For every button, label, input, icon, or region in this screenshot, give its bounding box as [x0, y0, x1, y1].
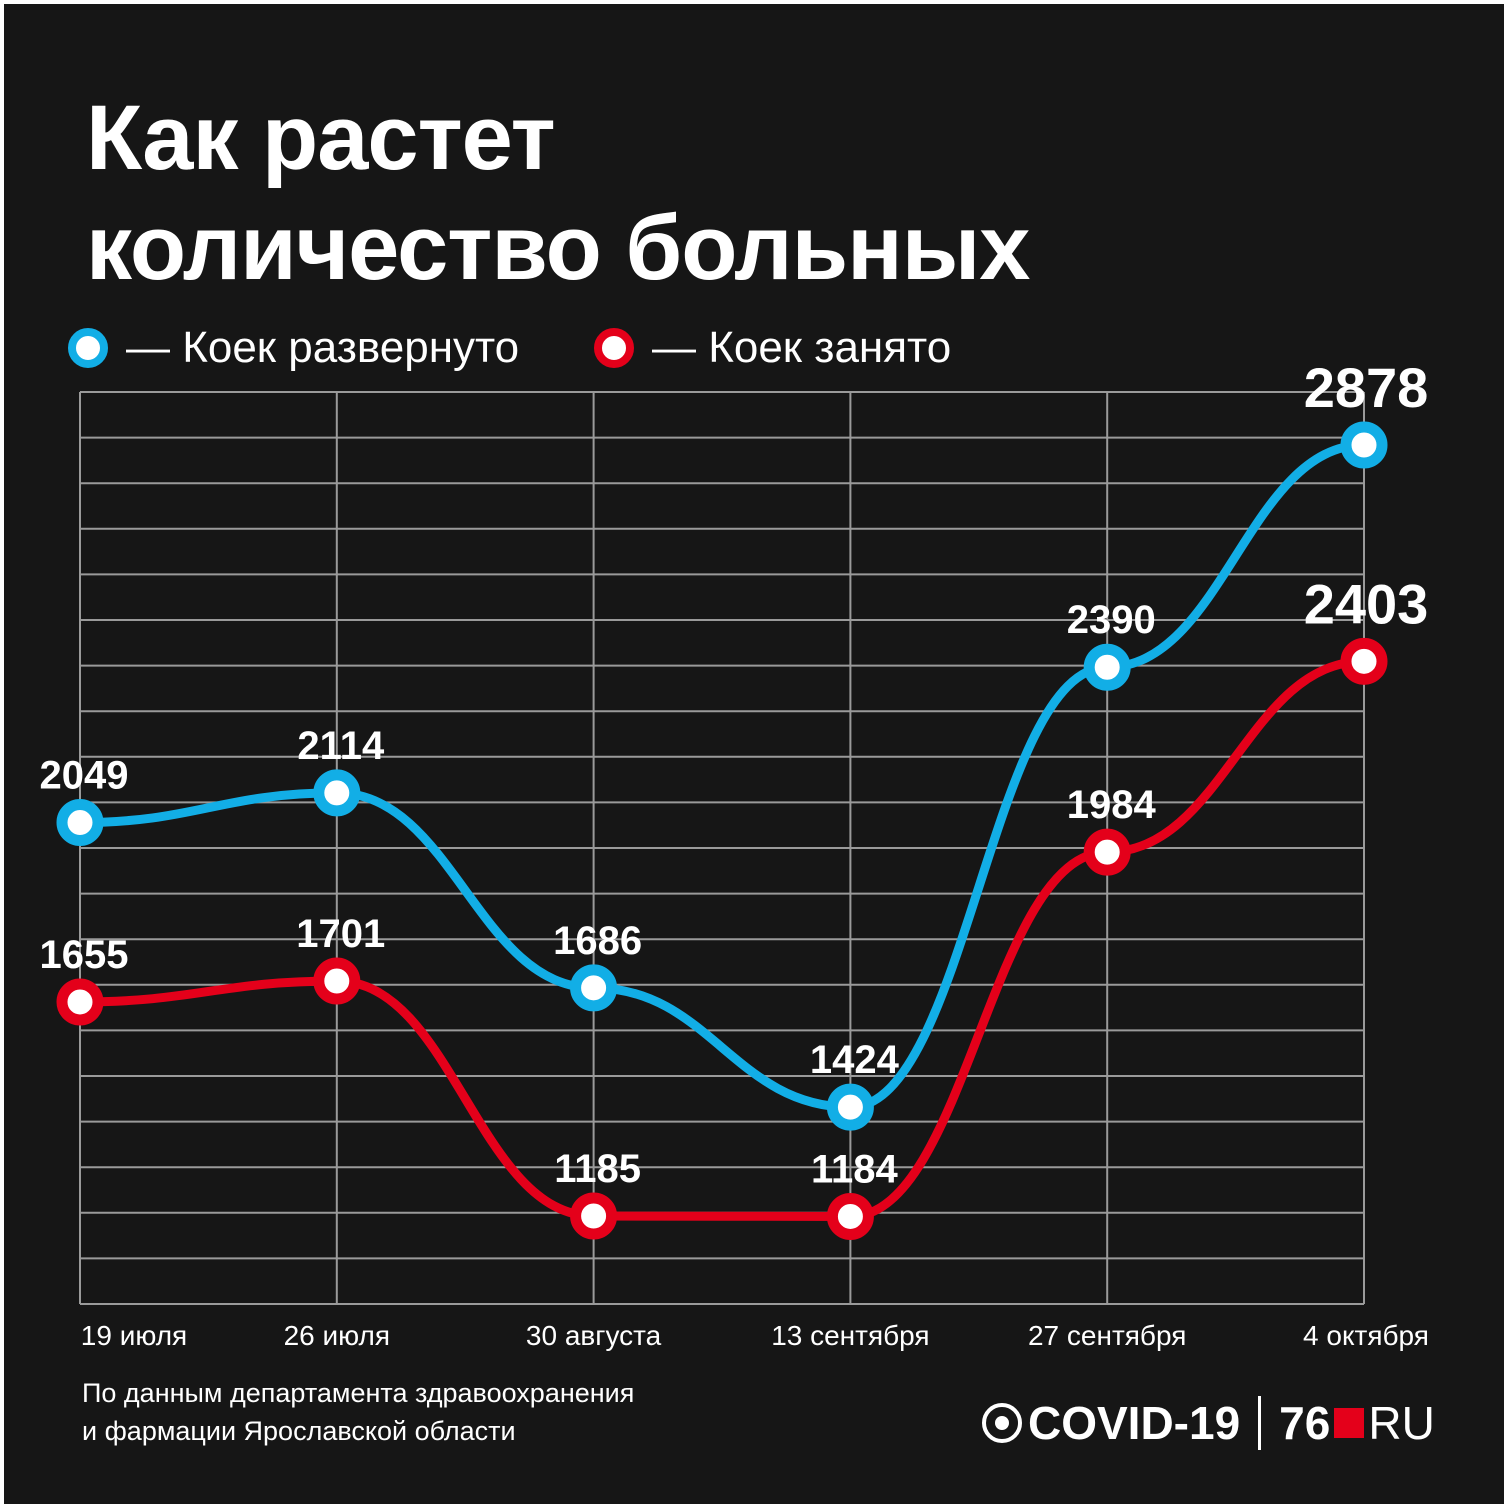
chart-title-line-1: Как растет — [86, 87, 556, 189]
legend-label-deployed-beds: — Коек развернуто — [126, 323, 520, 372]
chart-series-lines — [75, 440, 1369, 1221]
data-label-occupied: 1984 — [1067, 783, 1157, 827]
brand-number: 76 — [1279, 1397, 1331, 1449]
data-label-deployed: 1686 — [553, 919, 642, 963]
data-label-occupied: 1184 — [811, 1147, 899, 1191]
brand-logo: COVID-19 76 RU — [982, 1388, 1435, 1458]
source-note-line-1: По данным департамента здравоохранения — [82, 1378, 635, 1408]
data-label-occupied: 1185 — [554, 1147, 641, 1191]
series-line-deployed — [75, 440, 1369, 1112]
data-label-occupied: 1655 — [40, 933, 129, 977]
data-label-deployed: 2049 — [40, 754, 129, 798]
data-point-occupied — [570, 1192, 618, 1240]
data-point-deployed — [570, 964, 618, 1012]
data-point-occupied — [313, 957, 361, 1005]
chart-x-axis-labels: 19 июля 26 июля 30 августа 13 сентября 27 се… — [81, 1320, 1429, 1351]
line-chart: 2049 2114 1686 1424 2390 2878 1655 1701 1185 1184… — [40, 356, 1429, 1351]
data-point-occupied — [826, 1192, 874, 1240]
data-label-deployed: 2114 — [297, 724, 385, 768]
brand-ru-text: RU — [1368, 1397, 1435, 1449]
x-axis-label: 30 августа — [526, 1320, 662, 1351]
data-label-deployed: 2390 — [1067, 598, 1156, 642]
data-point-deployed — [56, 799, 104, 847]
source-note: По данным департамента здравоохранения и… — [82, 1374, 634, 1450]
x-axis-label: 19 июля — [81, 1320, 187, 1351]
x-axis-label: 26 июля — [284, 1320, 390, 1351]
legend-item-deployed-beds: — Коек развернуто — [68, 320, 519, 376]
x-axis-label: 13 сентября — [771, 1320, 929, 1351]
chart-data-points — [56, 421, 1388, 1240]
brand-covid-text: COVID-19 — [1028, 1397, 1241, 1449]
data-point-occupied — [1083, 828, 1131, 876]
data-point-occupied — [1340, 637, 1388, 685]
data-point-deployed — [1340, 421, 1388, 469]
data-label-occupied: 1701 — [296, 912, 385, 956]
source-note-line-2: и фармации Ярославской области — [82, 1416, 516, 1446]
blue-marker-icon — [68, 328, 108, 368]
virus-icon — [982, 1403, 1022, 1443]
x-axis-label: 4 октября — [1303, 1320, 1429, 1351]
data-point-deployed — [1083, 643, 1131, 691]
infographic-frame: Как растет количество больных — Коек раз… — [4, 4, 1504, 1504]
legend-item-occupied-beds: — Коек занято — [594, 320, 951, 376]
brand-red-square-icon — [1334, 1408, 1365, 1438]
data-label-occupied: 2403 — [1304, 572, 1429, 635]
red-marker-icon — [594, 328, 634, 368]
legend-label-occupied-beds: — Коек занято — [652, 323, 952, 372]
data-point-deployed — [313, 769, 361, 817]
chart-data-labels: 2049 2114 1686 1424 2390 2878 1655 1701 1185 1184… — [40, 356, 1429, 1191]
x-axis-label: 27 сентября — [1028, 1320, 1186, 1351]
brand-divider — [1258, 1396, 1262, 1450]
data-point-occupied — [56, 978, 104, 1026]
chart-title-line-2: количество больных — [86, 197, 1030, 299]
chart-grid — [79, 391, 1365, 1305]
data-point-deployed — [826, 1083, 874, 1131]
data-label-deployed: 1424 — [810, 1038, 900, 1082]
data-label-deployed: 2878 — [1304, 356, 1429, 419]
